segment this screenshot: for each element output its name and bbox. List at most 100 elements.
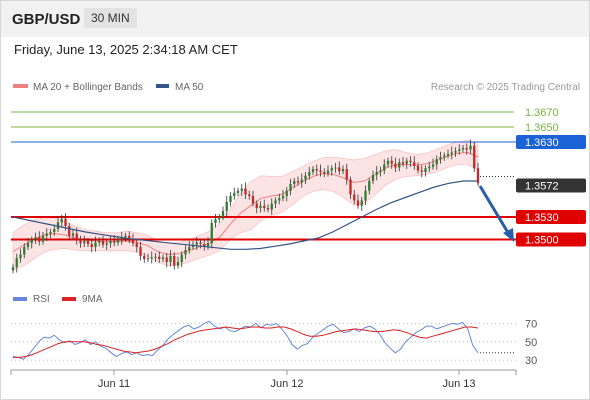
candle-body [199,242,202,244]
candle [446,149,450,159]
candle [124,232,127,242]
candle [319,164,322,177]
rsi-panel: 70 50 30 [11,318,537,367]
candle [176,256,180,269]
candle [334,163,337,173]
candle [23,243,26,259]
candle-body [173,256,176,266]
candle [454,147,457,157]
candle-body [281,196,285,199]
candle-body [225,202,228,211]
candle [473,142,476,172]
candle-body [203,244,206,247]
candle [94,236,97,252]
last-price-label-bg [516,178,586,193]
candle-body [345,169,348,180]
candle [101,235,105,248]
candle-body [218,217,221,220]
candle [300,173,303,188]
candle [383,159,386,175]
candle [56,216,60,232]
candle [68,223,71,240]
candle-body [270,203,273,210]
candle-body [454,151,457,153]
candle-body [34,237,37,240]
candle-body [420,170,423,172]
candle-body [278,198,281,201]
candle-body [236,190,240,193]
candle-body [319,170,322,172]
candle [371,170,375,184]
candle [323,168,326,178]
candle [326,165,330,177]
candle [98,237,101,247]
candle [353,190,356,205]
candles [11,139,480,274]
candle-body [11,267,15,271]
candle [221,206,225,220]
candle-body [15,258,18,268]
candle-body [416,166,420,171]
level-label-bg-1.3500 [516,232,586,247]
legend-bollinger-label: MA 20 + Bollinger Bands [33,82,143,93]
candle-body [244,188,247,195]
candle-body [94,242,97,247]
candle [349,176,352,199]
candle [379,166,382,177]
level-label-1.3670: 1.3670 [525,107,559,119]
candle-body [113,241,116,243]
candle [165,253,168,268]
legend-rsi-swatch [13,297,27,301]
candle-body [315,169,318,171]
candle-body [341,169,345,172]
candle-body [68,226,71,236]
candle [424,165,427,177]
candle-body [394,163,397,168]
ma50-line [12,180,478,250]
candle [135,239,138,253]
candle-body [401,162,405,164]
candle [240,184,243,196]
candle [79,235,82,248]
x-tick-label: Jun 12 [270,378,303,390]
candle-body [45,233,48,236]
candle-body [274,200,277,204]
candle-body [210,223,213,244]
candle [315,164,318,176]
candle-body [263,205,266,208]
candle [218,214,221,223]
candle-body [458,149,461,151]
candle-body [338,167,341,172]
timeframe-badge[interactable]: 30 MIN [84,8,137,28]
candle-body [285,190,288,196]
candle [233,187,236,200]
projection-arrow-shaft [478,185,512,237]
candle [173,252,176,270]
candle [128,231,131,244]
candle-body [311,169,315,172]
candle-body [255,203,258,208]
candle-body [443,155,446,157]
legend-ma50-swatch [156,84,169,88]
symbol-title: GBP/USD [12,11,81,28]
candle [308,166,311,180]
candle-body [165,257,168,262]
candle-body [364,190,367,201]
candle [375,166,378,181]
legend-9ma-label: 9MA [82,294,103,305]
candle-body [371,175,375,181]
candle-body [398,162,401,168]
candle-body [326,170,330,174]
candle-body [240,188,243,191]
candle-body [323,172,326,174]
candle [304,172,307,184]
legend-bollinger-swatch [13,84,28,88]
x-axis-ticks: Jun 11 Jun 12 Jun 13 [98,370,476,390]
candle-body [79,239,82,244]
candle [428,162,431,172]
candle-body [296,181,300,183]
chart-header: GBP/USD 30 MIN [1,1,589,37]
candle [413,156,416,170]
rsi-tick-70: 70 [525,318,537,330]
